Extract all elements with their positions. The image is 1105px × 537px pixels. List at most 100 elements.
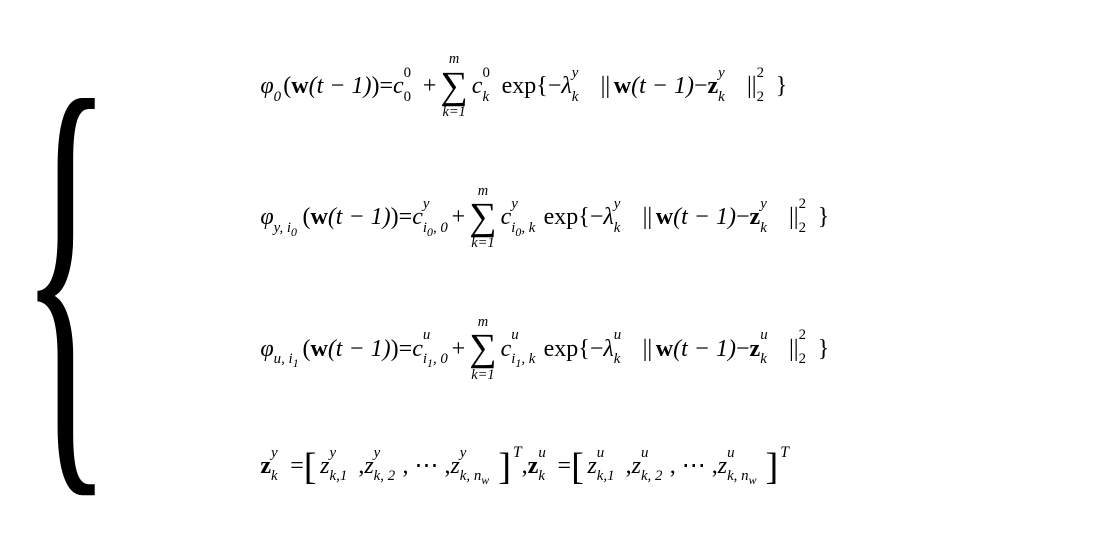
phi-sub-b: 1: [293, 356, 299, 370]
phi-sub: y, i0: [274, 221, 297, 236]
lambda-sub: k: [572, 90, 579, 105]
c-sub: i0, k: [511, 221, 535, 236]
z-base: z: [708, 73, 719, 99]
z-sub: k, nw: [460, 469, 489, 484]
c-base: c: [501, 204, 512, 230]
equation-1: φ 0 ( w (t − 1) ) = c 0 0 + m ∑ k=1 c 0: [260, 52, 1085, 119]
c-sub-c: , k: [521, 351, 535, 367]
lambda-k-y: λ y k: [561, 74, 571, 98]
t-arg: (t − 1): [673, 337, 736, 361]
z-sup: u: [597, 446, 604, 461]
z-sup: u: [727, 446, 734, 461]
dots: , ⋯ ,: [402, 454, 450, 478]
equation-3: φ u, i1 ( w (t − 1) ) = c u i1, 0 + m ∑: [260, 315, 1085, 382]
c-sub: i1, k: [511, 352, 535, 367]
equation-4: z y k = [ z y k,1 , z y k, 2 , ⋯ , z y: [260, 446, 1085, 484]
lbracket: [: [571, 448, 584, 486]
c-sup: 0: [404, 66, 411, 81]
lparen: (: [302, 205, 310, 229]
w-vec: w: [656, 205, 673, 229]
c-sub: k: [482, 90, 489, 105]
sum-1: m ∑ k=1: [440, 52, 467, 119]
minus: −: [736, 205, 750, 229]
norm-sup: 2: [799, 197, 806, 212]
phi-symbol: φ: [260, 336, 273, 362]
c-i0-0-y: c y i0, 0: [412, 205, 423, 229]
z-k-u: z u k: [750, 337, 761, 361]
equals: =: [290, 454, 304, 478]
z-sub-a: k, n: [460, 468, 481, 484]
c-i1-0-u: c u i1, 0: [412, 337, 423, 361]
equation-system: { φ 0 ( w (t − 1) ) = c 0 0 + m ∑ k=1: [20, 20, 1085, 517]
z-k-y: z y k: [750, 205, 761, 229]
lambda-k-u: λ u k: [603, 337, 613, 361]
z-sub: k: [760, 221, 767, 236]
dpipe: ||: [601, 74, 611, 98]
dpipe: ||: [789, 336, 799, 362]
minus: −: [736, 337, 750, 361]
rbracket: ]: [498, 448, 511, 486]
z-sup: y: [760, 197, 767, 212]
z-base: z: [718, 453, 727, 479]
z-sup: y: [271, 446, 278, 461]
z-base: z: [320, 453, 329, 479]
z-u-k2: z u k, 2: [632, 454, 641, 478]
dpipe-norm: || 2 2: [747, 74, 757, 98]
phi-u-i1: φ u, i1: [260, 337, 273, 361]
phi-symbol: φ: [260, 73, 273, 99]
c-sub-c: , 0: [433, 220, 448, 236]
c-sub-c: , k: [521, 220, 535, 236]
lparen: (: [283, 74, 291, 98]
z-sub: k,1: [597, 469, 615, 484]
left-brace: {: [20, 20, 112, 517]
z-sub-b: w: [749, 473, 757, 487]
c-base: c: [412, 204, 423, 230]
plus: +: [452, 205, 466, 229]
c-base: c: [393, 73, 404, 99]
minus: −: [590, 337, 604, 361]
phi-0: φ 0: [260, 74, 273, 98]
phi-y-i0: φ y, i0: [260, 205, 273, 229]
z-base: z: [450, 453, 459, 479]
z-u-knw: z u k, nw: [718, 454, 727, 478]
c-sub-b: 1: [515, 356, 521, 370]
z-k-y-vec: z y k: [260, 454, 271, 478]
lambda-k-y: λ y k: [603, 205, 613, 229]
c-sub: i1, 0: [423, 352, 448, 367]
dpipe: ||: [643, 337, 653, 361]
t-arg: (t − 1): [328, 337, 391, 361]
rbrace: }: [776, 74, 788, 98]
t-arg: (t − 1): [631, 74, 694, 98]
t-arg: (t − 1): [328, 205, 391, 229]
t-arg: (t − 1): [673, 205, 736, 229]
z-y-knw: z y k, nw: [450, 454, 459, 478]
norm-sub: 2: [757, 90, 764, 105]
z-base: z: [260, 453, 271, 479]
z-sup: u: [760, 328, 767, 343]
lbracket: [: [304, 448, 317, 486]
z-base: z: [587, 453, 596, 479]
equals: =: [399, 337, 413, 361]
z-sup: u: [641, 446, 648, 461]
sum-2: m ∑ k=1: [469, 184, 496, 251]
phi-sub-a: u, i: [274, 351, 293, 367]
c-base: c: [412, 336, 423, 362]
plus: +: [423, 74, 437, 98]
dpipe: ||: [747, 73, 757, 99]
transpose-T: T: [780, 445, 789, 461]
norm-sup: 2: [799, 328, 806, 343]
sum-mid: ∑: [469, 198, 496, 236]
z-u-k1: z u k,1: [587, 454, 596, 478]
w-vec: w: [310, 337, 327, 361]
c-sup: y: [423, 197, 430, 212]
norm-sub: 2: [799, 221, 806, 236]
c-i0-k-y: c y i0, k: [501, 205, 512, 229]
c-base: c: [472, 73, 483, 99]
z-sub: k,1: [330, 469, 348, 484]
rbrace: }: [818, 337, 830, 361]
equals: =: [558, 454, 572, 478]
exp: exp: [544, 205, 579, 229]
lambda-base: λ: [603, 336, 613, 362]
w-vec: w: [614, 74, 631, 98]
equation-rows: φ 0 ( w (t − 1) ) = c 0 0 + m ∑ k=1 c 0: [260, 20, 1085, 517]
